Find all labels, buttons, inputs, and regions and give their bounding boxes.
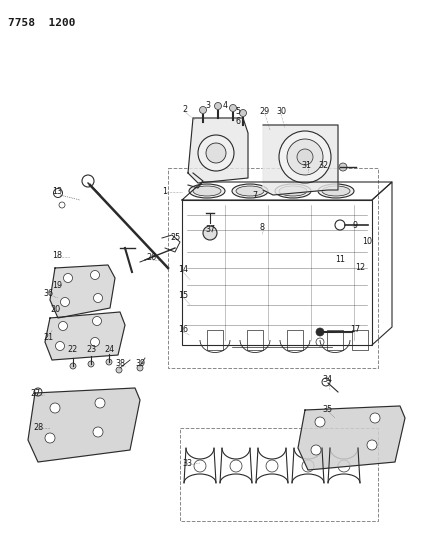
Circle shape — [50, 403, 60, 413]
Circle shape — [137, 365, 143, 371]
Circle shape — [206, 143, 226, 163]
Text: 18: 18 — [52, 251, 62, 260]
Circle shape — [88, 361, 94, 367]
Ellipse shape — [318, 184, 354, 198]
Ellipse shape — [232, 184, 268, 198]
Text: 16: 16 — [178, 326, 188, 335]
Text: 29: 29 — [260, 108, 270, 117]
Circle shape — [106, 359, 112, 365]
Text: 3: 3 — [205, 101, 211, 110]
Circle shape — [240, 109, 247, 117]
Text: 19: 19 — [52, 280, 62, 289]
Text: 35: 35 — [322, 406, 332, 415]
Circle shape — [92, 317, 101, 326]
Text: 31: 31 — [301, 160, 311, 169]
Text: 14: 14 — [178, 265, 188, 274]
Circle shape — [70, 363, 76, 369]
Bar — [207, 330, 223, 350]
Text: 2: 2 — [182, 106, 187, 115]
Circle shape — [297, 149, 313, 165]
Text: 11: 11 — [335, 255, 345, 264]
Circle shape — [315, 417, 325, 427]
Text: 15: 15 — [178, 290, 188, 300]
Text: 24: 24 — [104, 344, 114, 353]
Text: 4: 4 — [223, 101, 228, 109]
Bar — [327, 330, 343, 350]
Text: 9: 9 — [352, 221, 357, 230]
Polygon shape — [28, 388, 140, 462]
Text: 13: 13 — [52, 188, 62, 197]
Text: 1: 1 — [163, 188, 167, 197]
Ellipse shape — [189, 184, 225, 198]
Circle shape — [63, 273, 72, 282]
Ellipse shape — [193, 186, 221, 196]
Text: 37: 37 — [205, 225, 215, 235]
Text: 28: 28 — [33, 423, 43, 432]
Text: 8: 8 — [259, 223, 265, 232]
Circle shape — [229, 104, 237, 111]
Text: 7758  1200: 7758 1200 — [8, 18, 75, 28]
Text: 32: 32 — [318, 160, 328, 169]
Circle shape — [367, 440, 377, 450]
Polygon shape — [298, 406, 405, 470]
Polygon shape — [50, 265, 115, 318]
Text: 38: 38 — [115, 359, 125, 368]
Ellipse shape — [275, 184, 311, 198]
Circle shape — [370, 413, 380, 423]
Text: 27: 27 — [31, 389, 41, 398]
Text: 17: 17 — [350, 326, 360, 335]
Circle shape — [45, 433, 55, 443]
Circle shape — [198, 135, 234, 171]
Text: 12: 12 — [355, 263, 365, 272]
Circle shape — [339, 163, 347, 171]
Text: 7: 7 — [253, 190, 258, 199]
Text: 30: 30 — [276, 108, 286, 117]
Circle shape — [90, 271, 99, 279]
Circle shape — [60, 297, 69, 306]
Text: 39: 39 — [135, 359, 145, 368]
Text: 26: 26 — [146, 254, 156, 262]
Text: 23: 23 — [86, 344, 96, 353]
Ellipse shape — [322, 186, 350, 196]
Circle shape — [93, 294, 102, 303]
Text: 20: 20 — [50, 305, 60, 314]
Text: 25: 25 — [171, 233, 181, 243]
Circle shape — [56, 342, 65, 351]
Text: 36: 36 — [43, 288, 53, 297]
Bar — [168, 168, 378, 368]
Bar — [182, 200, 372, 345]
Circle shape — [287, 139, 323, 175]
Ellipse shape — [236, 186, 264, 196]
Circle shape — [116, 367, 122, 373]
Bar — [180, 428, 378, 521]
Text: 33: 33 — [182, 458, 192, 467]
Text: 5: 5 — [235, 107, 241, 116]
Polygon shape — [45, 312, 125, 360]
Circle shape — [316, 328, 324, 336]
Circle shape — [59, 321, 68, 330]
Circle shape — [95, 398, 105, 408]
Ellipse shape — [279, 186, 307, 196]
Circle shape — [203, 226, 217, 240]
Bar — [247, 330, 263, 350]
Circle shape — [90, 337, 99, 346]
Bar — [287, 330, 303, 350]
Text: 22: 22 — [68, 344, 78, 353]
Bar — [352, 330, 368, 350]
Text: 34: 34 — [322, 376, 332, 384]
Polygon shape — [188, 118, 248, 183]
Circle shape — [93, 427, 103, 437]
Text: 6: 6 — [235, 117, 241, 125]
Polygon shape — [263, 125, 338, 195]
Circle shape — [199, 107, 206, 114]
Text: 10: 10 — [362, 238, 372, 246]
Text: 21: 21 — [43, 333, 53, 342]
Circle shape — [311, 445, 321, 455]
Circle shape — [214, 102, 222, 109]
Circle shape — [279, 131, 331, 183]
